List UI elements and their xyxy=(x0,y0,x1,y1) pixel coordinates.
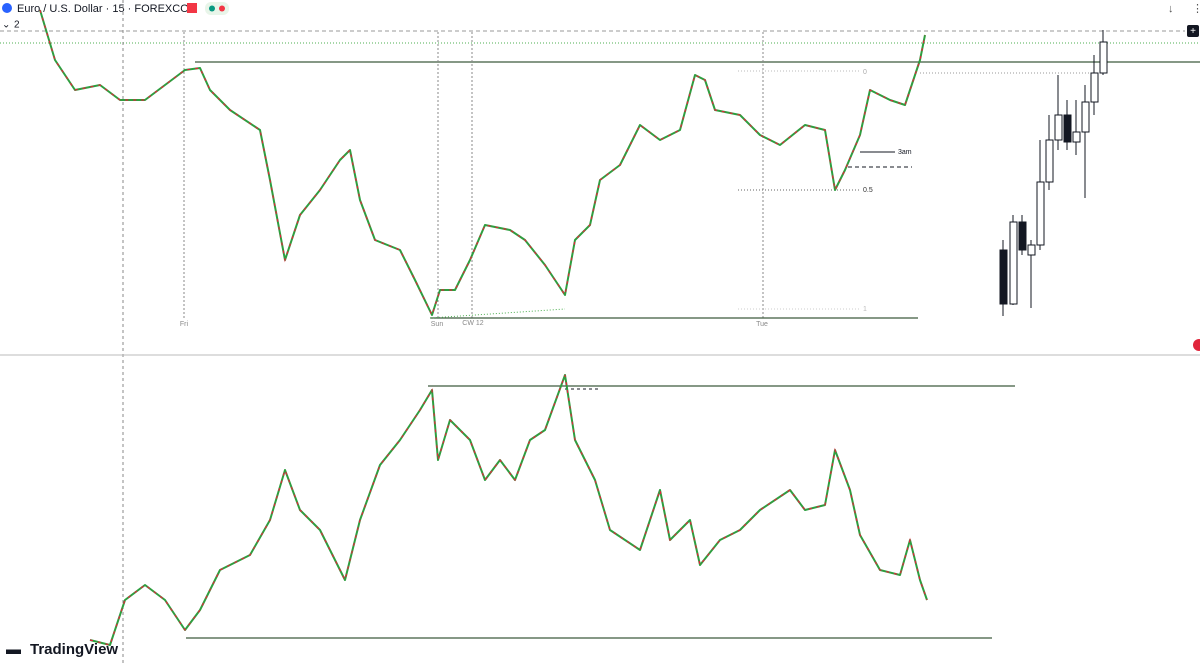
layout-count[interactable]: 2 xyxy=(14,20,20,31)
fib-label: 1 xyxy=(863,306,867,313)
status-dot xyxy=(209,5,215,12)
zoom-button[interactable] xyxy=(1187,25,1199,37)
price-path-down xyxy=(89,374,928,646)
status-pill xyxy=(205,2,229,15)
symbol-title[interactable]: Euro / U.S. Dollar · 15 · FOREXCOM xyxy=(17,3,198,15)
zoom-icon: + xyxy=(1190,26,1196,37)
time-label: Fri xyxy=(180,321,189,328)
trend-line xyxy=(429,308,566,319)
session-label: 3am xyxy=(898,149,912,156)
brand-name: TradingView xyxy=(30,641,118,658)
chevron[interactable]: ⌄ xyxy=(2,20,10,31)
price-path xyxy=(39,9,926,316)
fib-label: 0 xyxy=(863,69,867,76)
symbol-icon xyxy=(2,3,12,13)
fib-label: 0.5 xyxy=(863,187,873,194)
brand-logo: ▬ xyxy=(6,641,21,658)
flag xyxy=(187,3,197,13)
download-icon[interactable]: ↓ xyxy=(1168,3,1174,15)
price-path-down xyxy=(39,9,926,317)
price-path xyxy=(89,374,928,646)
status-dot xyxy=(219,5,225,12)
flag-icon[interactable] xyxy=(1193,339,1200,351)
time-label: Tue xyxy=(756,321,768,328)
time-label: CW 12 xyxy=(462,320,484,327)
htf-candles xyxy=(999,30,1108,316)
menu-icon[interactable]: ⋮ xyxy=(1192,3,1200,15)
time-label: Sun xyxy=(431,321,444,328)
